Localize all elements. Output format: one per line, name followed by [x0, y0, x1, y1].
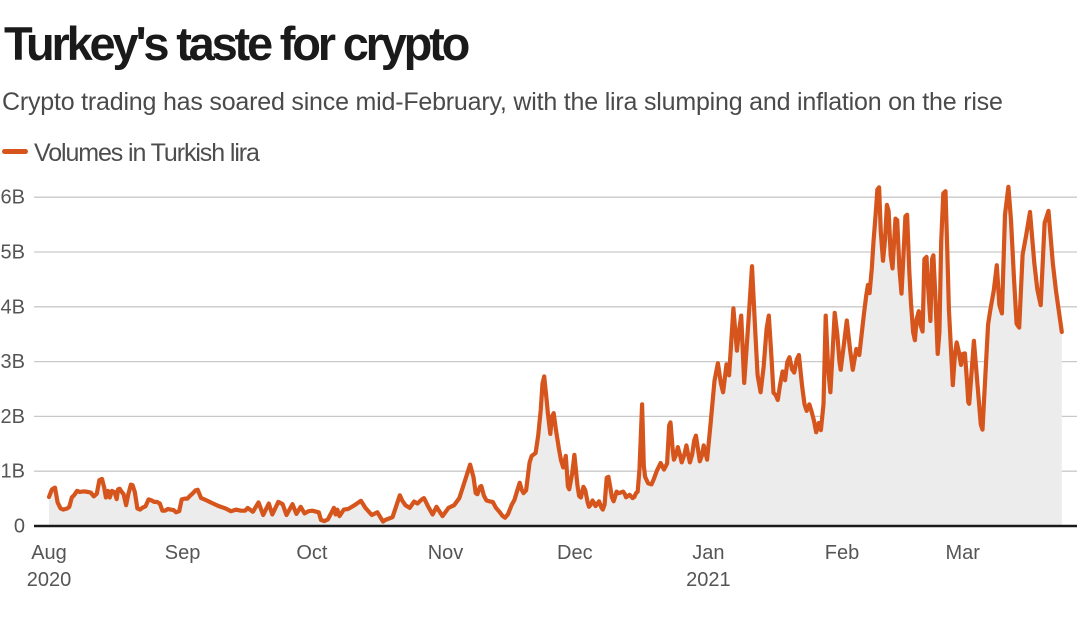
svg-text:Aug: Aug — [31, 542, 67, 564]
svg-text:0: 0 — [14, 516, 25, 538]
svg-text:3B: 3B — [1, 351, 25, 373]
svg-text:Turkey's taste for crypto: Turkey's taste for crypto — [4, 17, 469, 70]
svg-text:2020: 2020 — [27, 569, 72, 591]
svg-text:Oct: Oct — [296, 542, 328, 564]
svg-text:5B: 5B — [1, 242, 25, 264]
svg-text:1B: 1B — [1, 461, 25, 483]
svg-text:2B: 2B — [1, 406, 25, 428]
svg-text:Dec: Dec — [557, 542, 593, 564]
svg-text:4B: 4B — [1, 296, 25, 318]
svg-text:Mar: Mar — [945, 542, 980, 564]
svg-text:Sep: Sep — [165, 542, 201, 564]
svg-text:Jan: Jan — [692, 542, 724, 564]
svg-text:Nov: Nov — [428, 542, 464, 564]
svg-text:6B: 6B — [1, 187, 25, 209]
svg-text:Feb: Feb — [825, 542, 859, 564]
svg-text:2021: 2021 — [686, 569, 731, 591]
svg-text:Volumes in Turkish lira: Volumes in Turkish lira — [34, 139, 260, 167]
svg-text:Crypto trading has soared sinc: Crypto trading has soared since mid-Febr… — [2, 88, 1003, 116]
